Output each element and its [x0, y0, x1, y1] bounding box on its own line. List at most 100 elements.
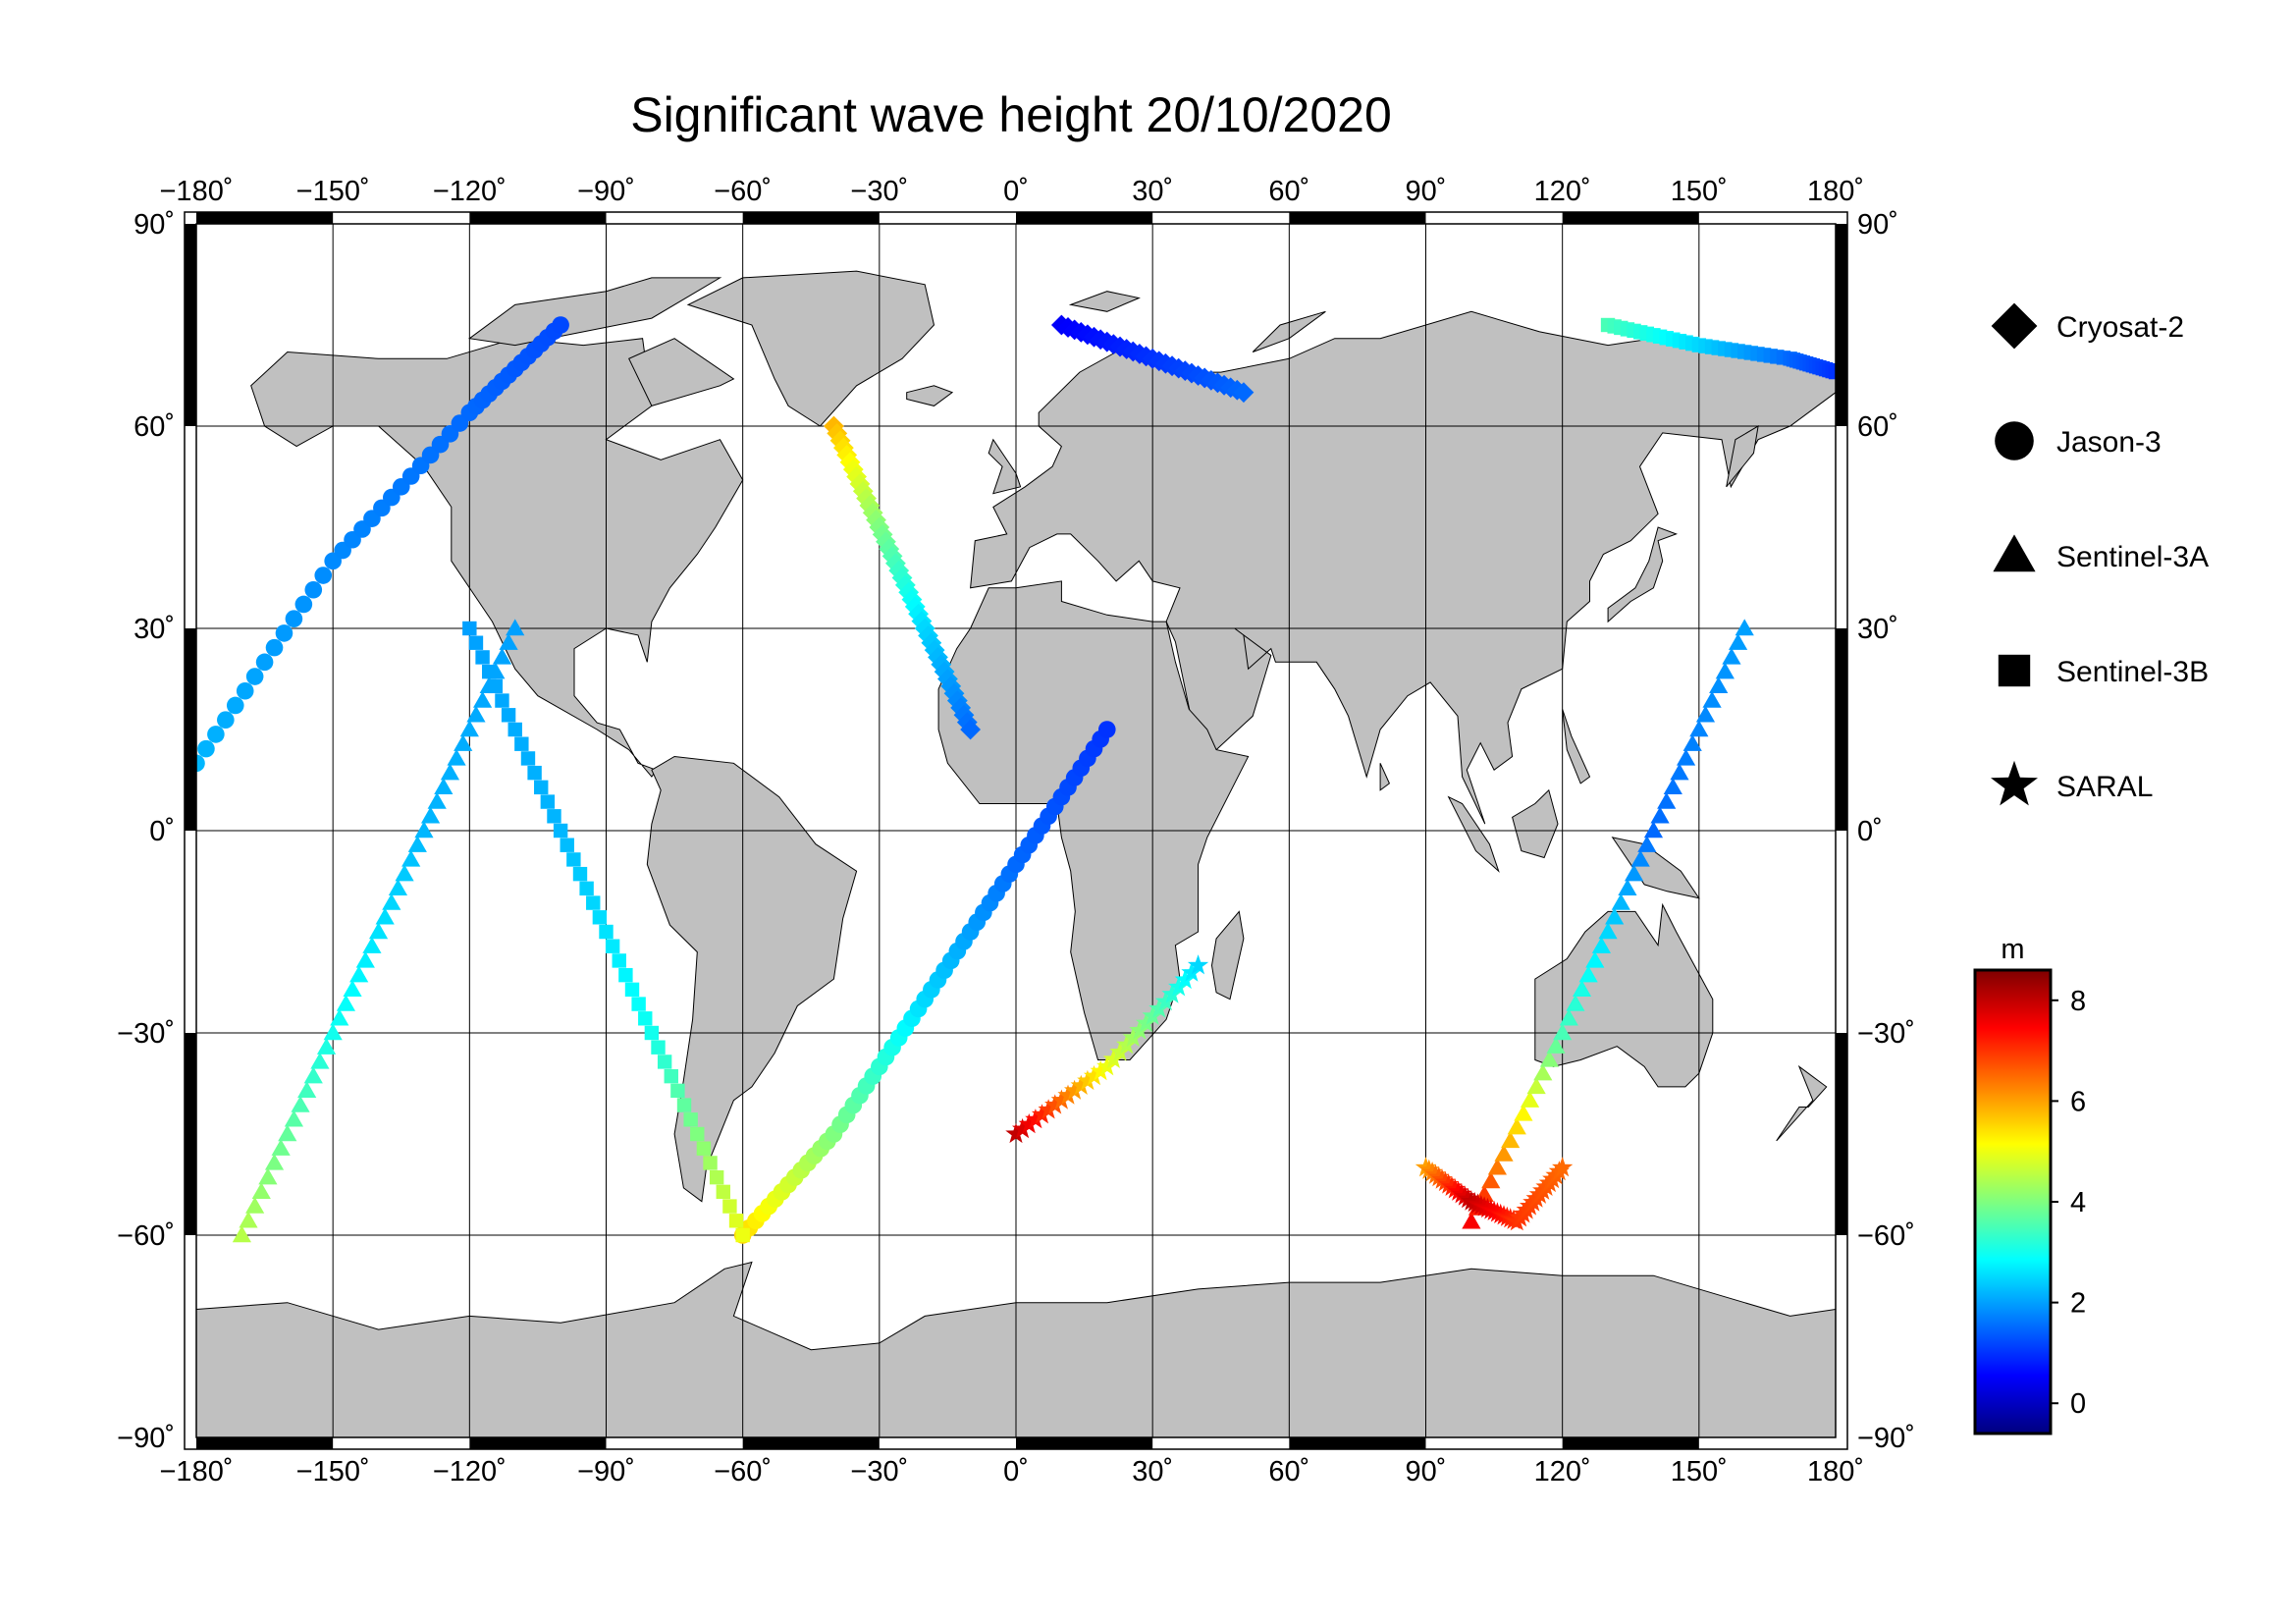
land-australia [1534, 902, 1714, 1088]
frame-segment-top [469, 212, 607, 224]
track-point [303, 1066, 323, 1084]
track-point [709, 1169, 724, 1185]
track-point [1448, 1180, 1469, 1201]
track-point [475, 650, 490, 665]
track-point [657, 1055, 672, 1069]
track-point [1698, 339, 1713, 353]
track-point [1059, 779, 1077, 796]
track-point [236, 681, 254, 700]
lon-tick-label-bottom: 150˚ [1671, 1456, 1728, 1488]
track-point [1507, 1117, 1526, 1135]
track-point [911, 611, 933, 632]
track-point [427, 791, 447, 809]
track-point [1585, 950, 1605, 968]
track-point [696, 1141, 712, 1156]
legend-label: Sentinel-3B [2056, 656, 2209, 688]
track-point [1503, 1209, 1524, 1229]
track-point [1168, 976, 1190, 997]
track-point [466, 705, 486, 723]
lat-tick-label-left: 30˚ [133, 614, 175, 645]
land-new-zealand [1776, 1064, 1828, 1142]
track-point [1457, 1188, 1479, 1209]
track-point [1493, 1205, 1515, 1225]
colorbar-unit: m [2001, 934, 2024, 965]
track-point [1611, 893, 1630, 910]
track-point [928, 647, 948, 668]
track-point [1663, 778, 1682, 795]
track-point [1828, 364, 1836, 380]
track-point [1704, 340, 1720, 354]
track-point [1038, 1099, 1059, 1119]
track-point [664, 1068, 678, 1084]
track-point [1096, 331, 1118, 352]
track-point [1808, 358, 1824, 374]
track-point [844, 1096, 863, 1114]
track-point [363, 510, 381, 527]
land-sakhalin-kamchatka [1726, 425, 1759, 488]
track-point [534, 780, 549, 795]
track-point [1000, 865, 1019, 883]
track-point [304, 580, 323, 599]
track-point [1116, 339, 1138, 359]
frame-segment-top [1016, 212, 1153, 224]
track-point [506, 359, 524, 378]
track-point [1486, 1202, 1508, 1222]
track-point [468, 635, 484, 650]
track-point [1025, 1109, 1046, 1129]
land-philippines [1562, 709, 1591, 784]
track-point [805, 1147, 824, 1164]
track-point [914, 618, 935, 639]
track-point [824, 415, 844, 437]
track-sentinel-3b [1600, 317, 1836, 380]
track-point [519, 348, 537, 365]
frame-segment-right [1836, 628, 1847, 831]
track-point [1818, 361, 1834, 377]
track-point [460, 404, 479, 422]
track-point [1670, 763, 1689, 781]
track-point [500, 366, 517, 384]
track-point [1207, 372, 1228, 394]
track-point [1591, 937, 1612, 953]
track-point [785, 1168, 804, 1186]
lat-tick-label-left: −60˚ [117, 1220, 175, 1252]
track-point [196, 754, 205, 773]
track-point [1566, 994, 1585, 1011]
track-point [1431, 1168, 1453, 1189]
track-point [1473, 1196, 1495, 1217]
track-point [852, 480, 874, 502]
track-point [1154, 990, 1177, 1011]
track-point [831, 1115, 849, 1133]
track-point [1750, 347, 1765, 361]
track-point [612, 953, 626, 968]
track-point [703, 1156, 718, 1170]
track-point [382, 893, 401, 910]
track-point [981, 893, 999, 912]
track-point [599, 924, 614, 940]
track-point [1490, 1203, 1512, 1223]
track-point [1201, 370, 1222, 391]
track-point [1090, 329, 1111, 351]
track-point [837, 1106, 856, 1124]
track-point [1122, 341, 1144, 362]
track-point [1516, 1199, 1537, 1219]
track-point [579, 881, 594, 896]
track-point [779, 1175, 797, 1194]
legend-item-jason-3: Jason-3 [1995, 421, 2162, 460]
track-point [1607, 319, 1622, 334]
track-point [1438, 1173, 1460, 1194]
track-point [434, 778, 454, 795]
track-point [937, 669, 958, 689]
track-point [1064, 319, 1086, 341]
track-point [1424, 1163, 1447, 1184]
track-point [1077, 324, 1098, 346]
track-point [479, 676, 499, 694]
track-point [1092, 730, 1109, 748]
track-point [1097, 721, 1116, 738]
lon-tick-label-top: −90˚ [577, 176, 635, 207]
track-point [566, 852, 581, 867]
track-point [728, 1214, 744, 1228]
frame-segment-left [185, 1033, 196, 1235]
track-point [1624, 864, 1644, 882]
track-point [310, 1052, 330, 1069]
track-point [773, 1183, 791, 1201]
